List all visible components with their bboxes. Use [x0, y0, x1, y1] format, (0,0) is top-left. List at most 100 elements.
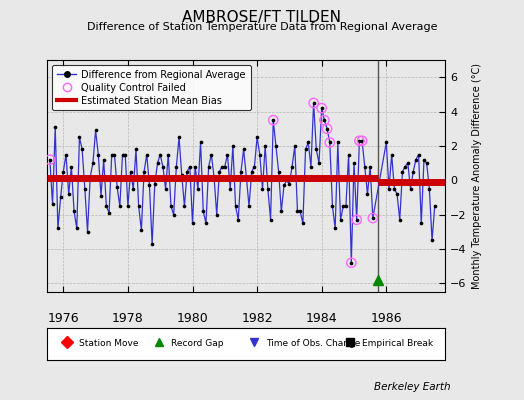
Point: [78, 146, 86, 152]
Point: [204, 163, 213, 170]
Point: [150, 180, 159, 187]
Point: [70, 208, 78, 214]
Point: [328, 203, 336, 209]
Point: [325, 139, 334, 146]
Point: [221, 163, 229, 170]
Point: [62, 151, 70, 158]
Point: [124, 203, 132, 209]
Point: [143, 151, 151, 158]
Point: [275, 168, 283, 175]
Point: [196, 139, 205, 146]
Point: [223, 151, 232, 158]
Point: [304, 139, 312, 146]
Point: [148, 241, 156, 247]
Point: [145, 182, 154, 189]
Point: [420, 156, 428, 163]
Point: [107, 151, 116, 158]
Point: [393, 191, 401, 197]
Point: [91, 127, 100, 134]
Text: 1980: 1980: [177, 312, 209, 325]
Point: [185, 163, 194, 170]
Point: [342, 203, 350, 209]
Point: [266, 217, 275, 223]
Point: [247, 168, 256, 175]
Point: [110, 151, 118, 158]
Point: [121, 151, 129, 158]
Point: [323, 126, 331, 132]
Point: [118, 151, 127, 158]
Point: [228, 143, 237, 149]
Point: [291, 143, 299, 149]
Text: Berkeley Earth: Berkeley Earth: [374, 382, 451, 392]
Point: [368, 215, 377, 221]
Point: [285, 180, 293, 187]
Text: 1984: 1984: [306, 312, 337, 325]
Point: [46, 156, 54, 163]
Point: [250, 163, 259, 170]
Point: [288, 163, 296, 170]
Point: [425, 186, 433, 192]
Point: [347, 260, 355, 266]
Text: Empirical Break: Empirical Break: [362, 340, 433, 348]
Point: [202, 220, 210, 226]
Point: [401, 163, 409, 170]
Point: [167, 203, 175, 209]
Point: [156, 151, 165, 158]
Point: [242, 174, 250, 180]
Point: [414, 151, 423, 158]
Point: [428, 237, 436, 244]
Text: 1982: 1982: [241, 312, 273, 325]
Point: [350, 160, 358, 166]
Point: [403, 160, 412, 166]
Point: [318, 105, 326, 111]
Point: [226, 186, 234, 192]
Point: [347, 260, 355, 266]
Text: Station Move: Station Move: [79, 340, 138, 348]
Point: [175, 134, 183, 140]
Point: [412, 156, 420, 163]
Point: [422, 160, 431, 166]
Point: [363, 191, 372, 197]
Point: [135, 203, 143, 209]
Point: [398, 168, 407, 175]
Point: [382, 139, 390, 146]
Point: [213, 212, 221, 218]
Point: [355, 138, 364, 144]
Point: [368, 215, 377, 221]
Point: [396, 217, 404, 223]
Point: [366, 163, 374, 170]
Point: [232, 203, 240, 209]
Text: Difference of Station Temperature Data from Regional Average: Difference of Station Temperature Data f…: [87, 22, 437, 32]
Point: [218, 163, 226, 170]
Point: [94, 151, 103, 158]
Point: [361, 163, 369, 170]
Point: [256, 151, 264, 158]
Point: [315, 160, 323, 166]
Point: [301, 146, 310, 152]
Point: [73, 225, 81, 232]
Point: [344, 151, 353, 158]
Point: [293, 208, 302, 214]
Point: [355, 138, 364, 144]
Point: [310, 100, 318, 106]
Point: [129, 186, 137, 192]
Point: [334, 139, 342, 146]
Point: [261, 143, 269, 149]
Point: [83, 229, 92, 235]
Text: 1978: 1978: [112, 312, 144, 325]
Text: 1976: 1976: [48, 312, 79, 325]
Point: [194, 186, 202, 192]
Point: [264, 186, 272, 192]
Point: [154, 160, 162, 166]
Point: [126, 168, 135, 175]
Point: [258, 186, 267, 192]
Point: [97, 192, 105, 199]
Point: [331, 225, 340, 232]
Y-axis label: Monthly Temperature Anomaly Difference (°C): Monthly Temperature Anomaly Difference (…: [472, 63, 482, 289]
Point: [137, 227, 146, 233]
Point: [323, 126, 331, 132]
Point: [48, 201, 57, 208]
Text: Record Gap: Record Gap: [171, 340, 223, 348]
Point: [207, 151, 215, 158]
Point: [54, 225, 62, 232]
